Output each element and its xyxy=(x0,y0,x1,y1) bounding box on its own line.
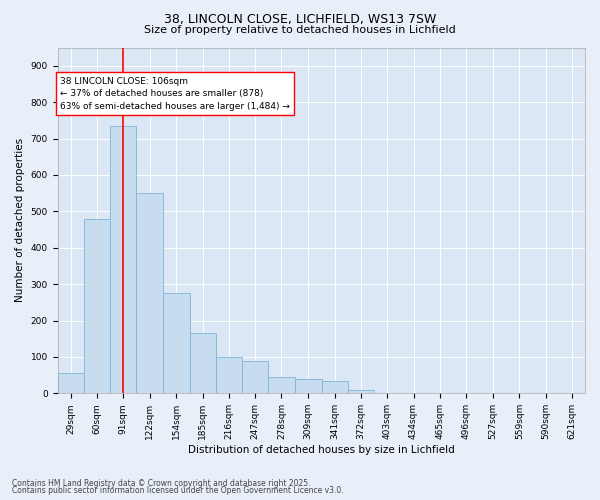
Bar xyxy=(163,293,190,394)
Bar xyxy=(110,126,136,394)
Bar xyxy=(242,360,268,394)
Bar xyxy=(84,218,110,394)
Bar xyxy=(322,380,348,394)
Bar xyxy=(348,390,374,394)
X-axis label: Distribution of detached houses by size in Lichfield: Distribution of detached houses by size … xyxy=(188,445,455,455)
Text: 38 LINCOLN CLOSE: 106sqm
← 37% of detached houses are smaller (878)
63% of semi-: 38 LINCOLN CLOSE: 106sqm ← 37% of detach… xyxy=(60,76,290,110)
Bar xyxy=(190,334,216,394)
Y-axis label: Number of detached properties: Number of detached properties xyxy=(15,138,25,302)
Bar xyxy=(268,377,295,394)
Text: Contains HM Land Registry data © Crown copyright and database right 2025.: Contains HM Land Registry data © Crown c… xyxy=(12,478,311,488)
Text: Contains public sector information licensed under the Open Government Licence v3: Contains public sector information licen… xyxy=(12,486,344,495)
Text: 38, LINCOLN CLOSE, LICHFIELD, WS13 7SW: 38, LINCOLN CLOSE, LICHFIELD, WS13 7SW xyxy=(164,12,436,26)
Bar xyxy=(216,357,242,394)
Bar xyxy=(295,379,322,394)
Bar xyxy=(136,193,163,394)
Bar xyxy=(58,374,84,394)
Text: Size of property relative to detached houses in Lichfield: Size of property relative to detached ho… xyxy=(144,25,456,35)
